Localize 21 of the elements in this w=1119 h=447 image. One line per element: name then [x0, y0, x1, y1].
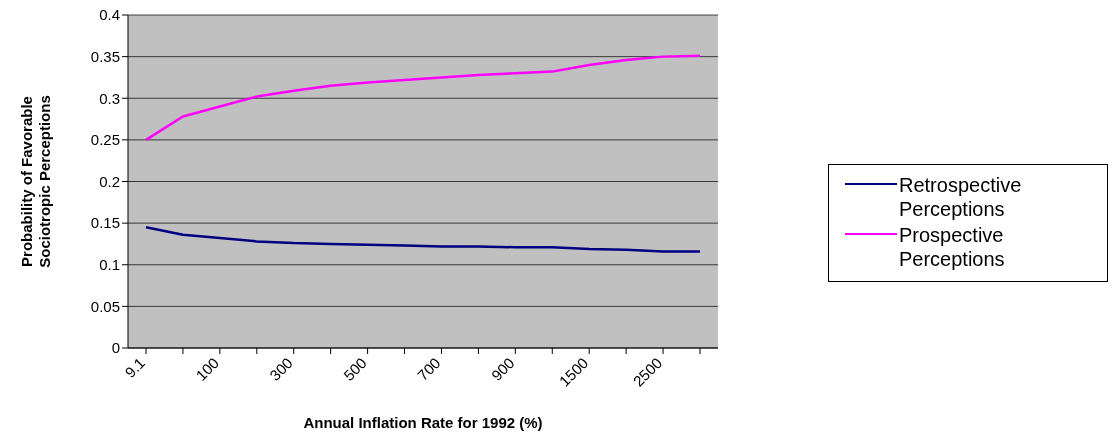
- legend-label: Prospective Perceptions: [899, 223, 1006, 271]
- line-series: [144, 54, 702, 142]
- line-series: [144, 226, 702, 253]
- y-tick-label: 0.25: [90, 131, 120, 149]
- y-tick-label: 0.35: [90, 47, 120, 65]
- x-tick-label: 100: [192, 354, 222, 384]
- y-tick-label: 0.2: [99, 172, 120, 190]
- y-tick-label: 0.4: [99, 6, 120, 24]
- x-tick-label: 700: [413, 354, 444, 384]
- y-tick-label: 0.3: [99, 89, 120, 107]
- y-tick-label: 0.15: [90, 214, 120, 232]
- x-axis-title: Annual Inflation Rate for 1992 (%): [303, 414, 543, 431]
- y-axis-title: Probability of Favorable Sociotropic Perceptions: [18, 95, 53, 268]
- y-tick-label: 0.1: [99, 256, 120, 274]
- x-tick-label: 500: [340, 354, 370, 384]
- x-tick-label: 9.1: [121, 354, 149, 381]
- x-tick-label: 900: [487, 354, 518, 384]
- x-tick-label: 300: [266, 354, 296, 384]
- y-tick-label: 0.05: [90, 297, 120, 315]
- y-tick-label: 0: [111, 339, 120, 357]
- legend-label: Retrospective Perceptions: [899, 173, 1023, 221]
